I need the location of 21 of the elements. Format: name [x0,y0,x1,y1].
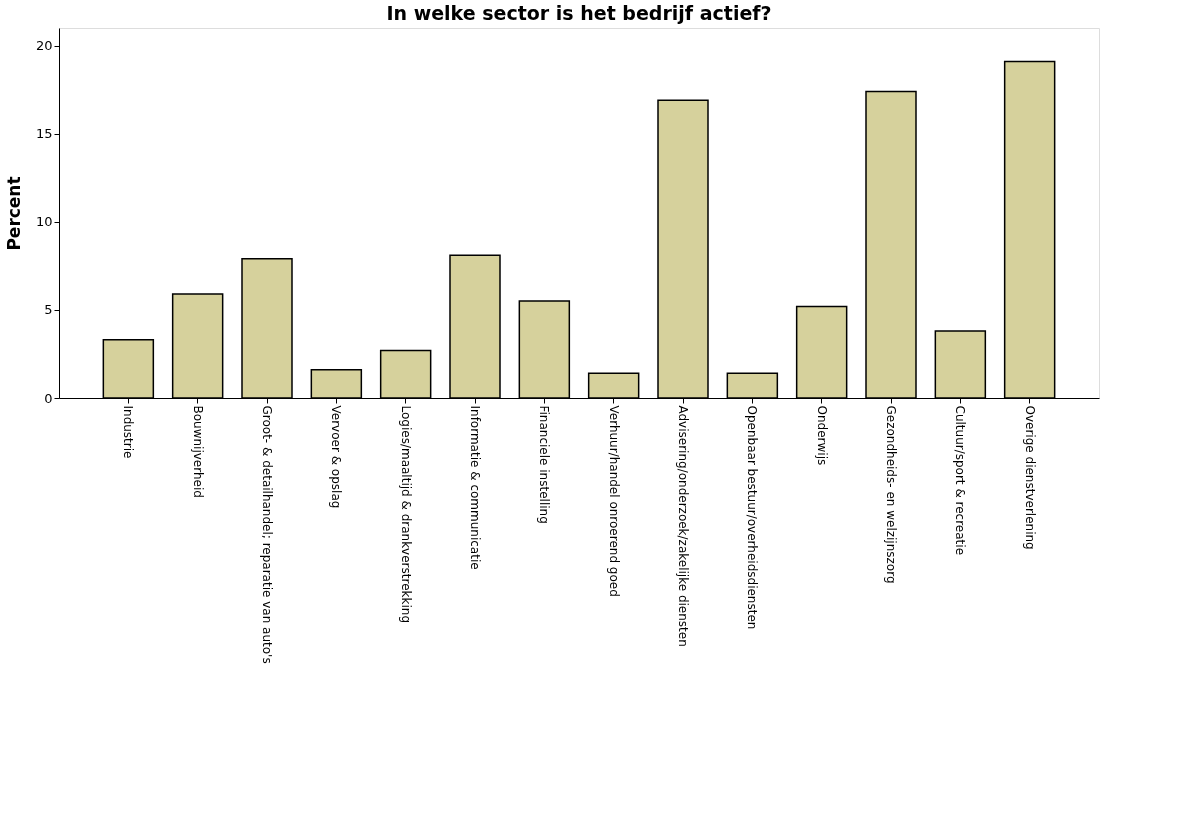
x-tick-label: Bouwnijverheid [190,405,205,498]
y-tick-label: 0 [44,390,53,406]
x-tick-label: Logies/maaltijd & drankverstrekking [398,405,413,623]
x-tick-label: Cultuur/sport & recreatie [953,405,968,556]
x-tick-label: Groot- & detailhandel; reparatie van auto's [260,405,274,664]
y-tick-label: 10 [35,214,53,230]
y-tick-label: 20 [35,38,53,54]
y-tick-label: 5 [44,302,53,318]
y-tick-label: 15 [35,126,53,142]
chart-title: In welke sector is het bedrijf actief? [386,2,772,24]
x-tick-label: Informatie & communicatie [468,405,482,570]
x-tick-label: Advisering/onderzoek/zakelijke diensten [676,405,690,647]
x-tick-label: Openbaar bestuur/overheidsdiensten [745,405,760,630]
y-axis-title: Percent [3,176,24,251]
x-tick-label: Gezondheids- en welzijnszorg [884,405,898,584]
x-tick-label: Onderwijs [814,405,829,466]
x-tick-label: Financiele instelling [537,405,552,524]
x-tick-label: Industrie [121,405,136,459]
x-tick-label: Verhuur/handel onroerend goed [606,405,621,597]
x-tick-label: Vervoer & opslag [329,405,344,509]
x-tick-label: Overige dienstverlening [1022,405,1037,550]
